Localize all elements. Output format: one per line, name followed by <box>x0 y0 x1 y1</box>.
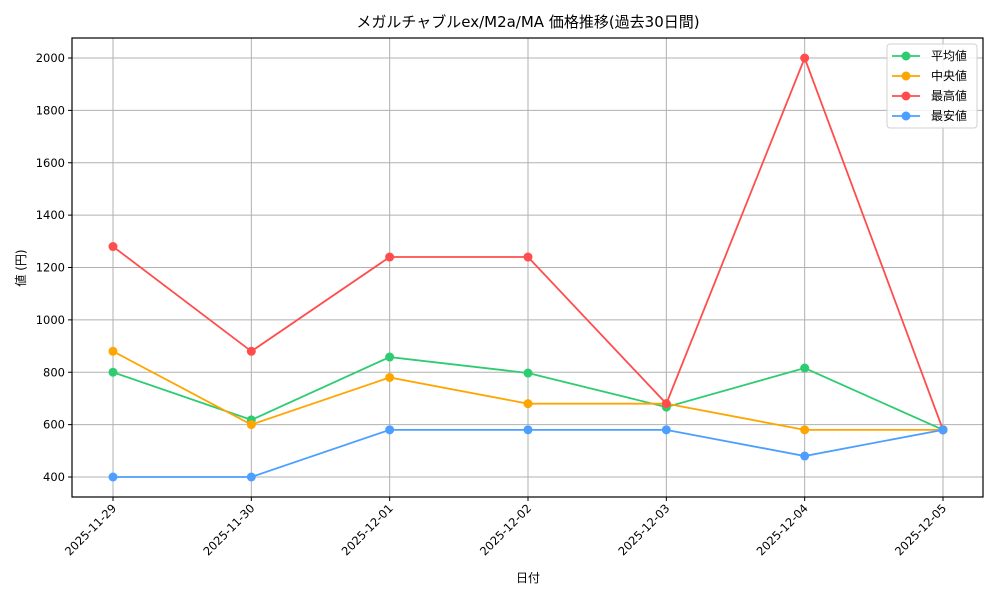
y-tick-label: 1600 <box>36 156 65 170</box>
data-point <box>385 425 395 435</box>
y-tick-label: 1800 <box>36 103 65 117</box>
legend-marker <box>901 71 911 81</box>
data-point <box>661 425 671 435</box>
x-tick-label: 2025-12-02 <box>477 501 534 558</box>
y-tick-label: 600 <box>43 418 65 432</box>
legend-label: 最高値 <box>931 88 967 103</box>
y-tick-label: 2000 <box>36 51 65 65</box>
x-tick-label: 2025-12-05 <box>892 501 949 558</box>
data-point <box>938 425 948 435</box>
legend-label: 平均値 <box>931 48 967 63</box>
x-axis-label: 日付 <box>516 571 540 585</box>
legend-label: 最安値 <box>931 108 967 123</box>
data-point <box>246 346 256 356</box>
grid-lines <box>72 38 983 497</box>
data-point <box>385 352 395 362</box>
data-point <box>385 252 395 262</box>
data-point <box>800 425 810 435</box>
chart-title: メガルチャブルex/M2a/MA 価格推移(過去30日間) <box>356 13 699 31</box>
data-point <box>108 242 118 252</box>
x-axis-ticks: 2025-11-29 2025-11-30 2025-12-01 2025-12-02… <box>62 497 949 558</box>
data-point <box>246 420 256 430</box>
data-series <box>108 53 948 482</box>
data-point <box>800 363 810 373</box>
x-tick-label: 2025-12-03 <box>615 501 672 558</box>
x-tick-label: 2025-11-30 <box>200 501 257 558</box>
data-point <box>523 252 533 262</box>
data-point <box>108 367 118 377</box>
data-point <box>385 372 395 382</box>
legend-marker <box>901 51 911 61</box>
data-point <box>108 472 118 482</box>
data-point <box>661 399 671 409</box>
legend-box <box>886 43 978 129</box>
legend-marker <box>901 111 911 121</box>
y-tick-label: 800 <box>43 365 65 379</box>
data-point <box>800 451 810 461</box>
data-point <box>523 425 533 435</box>
legend-marker <box>901 91 911 101</box>
y-tick-label: 1000 <box>36 313 65 327</box>
y-tick-label: 400 <box>43 470 65 484</box>
y-tick-label: 1200 <box>36 261 65 275</box>
data-point <box>523 368 533 378</box>
y-axis-ticks: 400 600 800 1000 1200 1400 1600 1800 2000 <box>36 51 72 484</box>
legend-label: 中央値 <box>931 68 967 83</box>
data-point <box>800 53 810 63</box>
x-tick-label: 2025-11-29 <box>62 501 119 558</box>
data-point <box>108 346 118 356</box>
data-point <box>246 472 256 482</box>
x-tick-label: 2025-12-04 <box>754 501 811 558</box>
data-point <box>523 399 533 409</box>
y-axis-label: 値 (円) <box>13 249 28 286</box>
x-tick-label: 2025-12-01 <box>339 501 396 558</box>
y-tick-label: 1400 <box>36 208 65 222</box>
